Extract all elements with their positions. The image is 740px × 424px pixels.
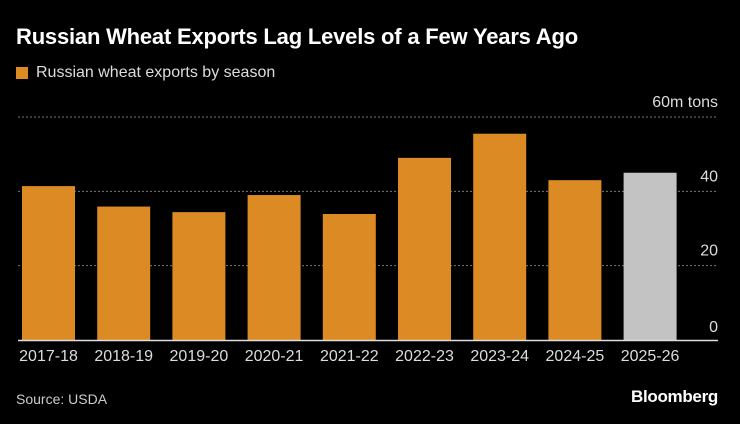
bar <box>247 195 301 340</box>
x-tick-label: 2024-25 <box>546 348 605 365</box>
bar <box>22 186 75 340</box>
legend-swatch <box>16 67 28 79</box>
legend: Russian wheat exports by season <box>16 64 275 82</box>
source-note: Source: USDA <box>16 391 108 407</box>
x-tick-label: 2019-20 <box>170 348 229 365</box>
x-tick-label: 2018-19 <box>94 348 153 365</box>
bar <box>623 172 677 340</box>
bar <box>473 133 527 340</box>
bar <box>322 213 376 340</box>
chart-title: Russian Wheat Exports Lag Levels of a Fe… <box>16 24 578 49</box>
x-tick-label: 2022-23 <box>395 348 454 365</box>
x-tick-label: 2020-21 <box>245 348 304 365</box>
x-tick-label: 2025-26 <box>621 348 680 365</box>
y-tick-label: 60m tons <box>652 94 718 111</box>
bar <box>172 212 226 340</box>
x-tick-label: 2021-22 <box>320 348 379 365</box>
bar <box>97 206 151 340</box>
x-tick-label: 2023-24 <box>470 348 529 365</box>
y-tick-label: 20 <box>700 243 718 260</box>
x-tick-label: 2017-18 <box>19 348 78 365</box>
y-tick-label: 40 <box>700 168 718 185</box>
bar <box>398 157 451 340</box>
bar <box>548 180 602 340</box>
bloomberg-logo: Bloomberg <box>630 387 718 406</box>
legend-label: Russian wheat exports by season <box>36 64 276 81</box>
y-tick-label: 0 <box>709 319 718 336</box>
